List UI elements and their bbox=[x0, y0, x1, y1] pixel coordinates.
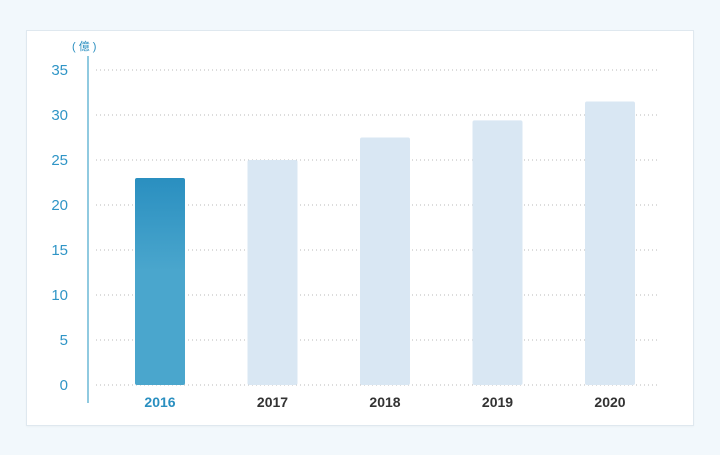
y-tick-label: 10 bbox=[51, 287, 68, 304]
y-tick-label: 20 bbox=[51, 197, 68, 214]
y-tick-label: 5 bbox=[60, 332, 68, 349]
bar-2016 bbox=[135, 178, 185, 385]
y-tick-label: 25 bbox=[51, 152, 68, 169]
y-tick-label: 30 bbox=[51, 107, 68, 124]
y-tick-label: 15 bbox=[51, 242, 68, 259]
x-tick-label-2020: 2020 bbox=[594, 394, 625, 410]
y-unit-label: ( 億 ) bbox=[72, 40, 96, 53]
x-tick-label-2019: 2019 bbox=[482, 394, 513, 410]
x-tick-label-2018: 2018 bbox=[369, 394, 400, 410]
x-axis-ticks: 2016 2017 2018 2019 2020 bbox=[144, 394, 625, 410]
bar-2020 bbox=[585, 101, 635, 385]
y-tick-label: 0 bbox=[60, 377, 68, 394]
bar-2017 bbox=[247, 160, 298, 385]
x-tick-label-2017: 2017 bbox=[257, 394, 288, 410]
bar-2018 bbox=[360, 137, 410, 385]
y-axis-ticks: 0 5 10 15 20 25 30 35 bbox=[51, 62, 68, 394]
bar-2019 bbox=[472, 120, 523, 386]
bars bbox=[135, 101, 635, 386]
y-tick-label: 35 bbox=[51, 62, 68, 79]
x-tick-label-2016: 2016 bbox=[144, 394, 175, 410]
